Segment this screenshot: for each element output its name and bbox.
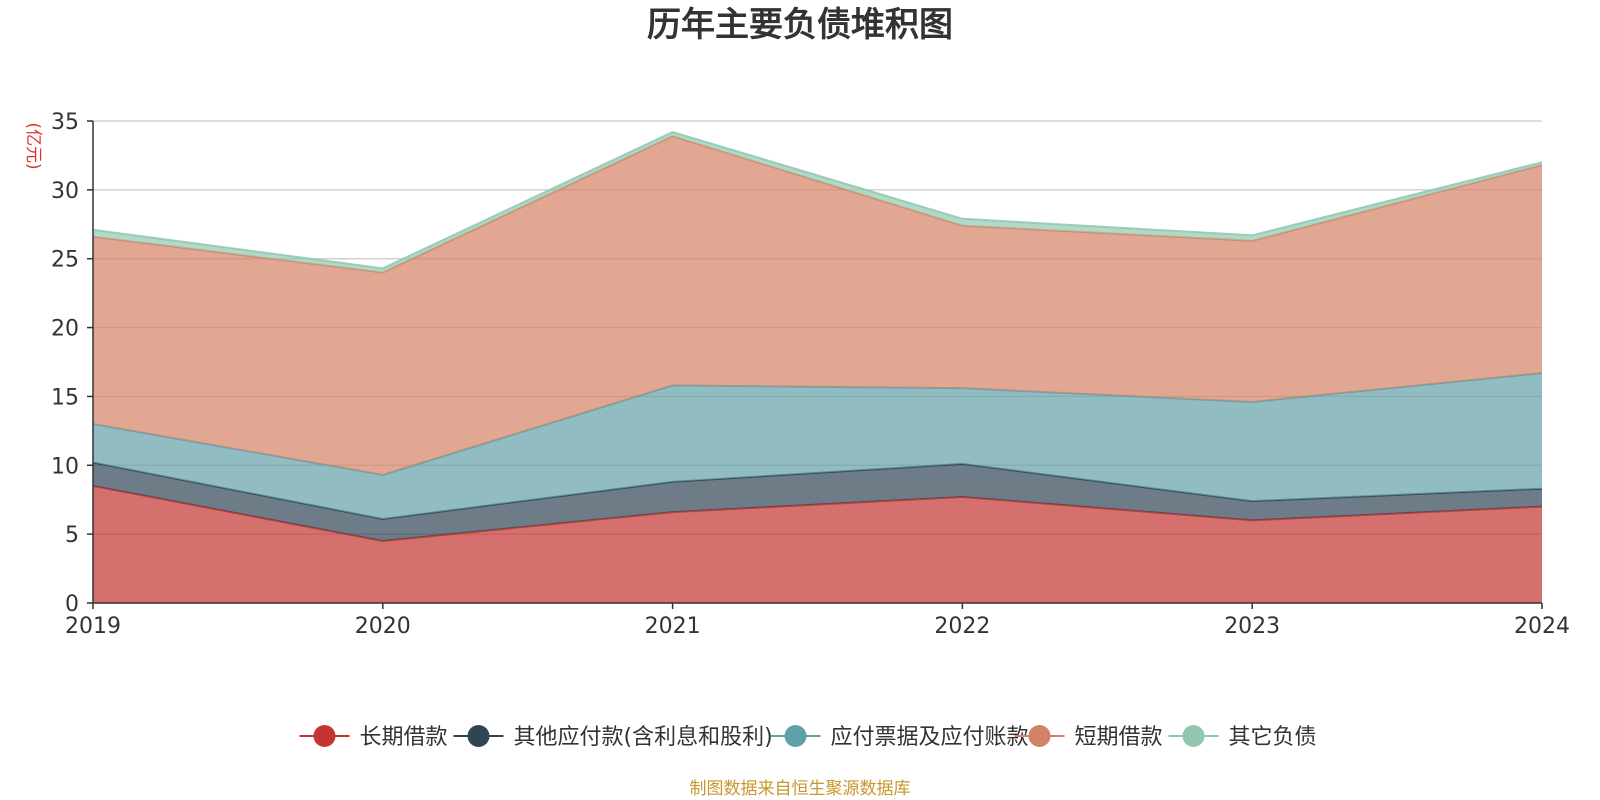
x-tick-label: 2019: [65, 614, 121, 639]
y-tick-label: 30: [51, 179, 79, 204]
legend-label: 其它负债: [1229, 725, 1317, 750]
legend-circle-icon: [313, 725, 336, 747]
x-tick-label: 2021: [645, 614, 701, 639]
legend-label: 应付票据及应付账款: [831, 725, 1029, 750]
x-tick-label: 2022: [934, 614, 990, 639]
legend-circle-icon: [784, 725, 807, 747]
legend-item-5[interactable]: 其它负债: [1168, 725, 1317, 750]
x-tick-label: 2024: [1514, 614, 1570, 639]
y-tick-label: 25: [51, 248, 79, 273]
y-tick-label: 10: [51, 454, 79, 479]
y-tick-label: 5: [65, 523, 79, 548]
x-tick-label: 2020: [355, 614, 411, 639]
series-line-5: [92, 130, 1543, 270]
legend-item-2[interactable]: 其他应付款(含利息和股利): [453, 725, 773, 750]
legend-label: 其他应付款(含利息和股利): [514, 725, 773, 750]
legend-item-4[interactable]: 短期借款: [1014, 725, 1163, 750]
y-tick-label: 35: [51, 110, 79, 135]
area-series-2: [93, 462, 1542, 542]
legend-circle-icon: [1182, 725, 1205, 747]
legend-label: 短期借款: [1075, 725, 1163, 750]
legend: 长期借款 其他应付款(含利息和股利) 应付票据及应付账款 短期借款 其它负债: [299, 725, 1317, 750]
area-series-4: [93, 136, 1542, 475]
area-series-5: [93, 132, 1542, 273]
area-series-layer: [92, 130, 1543, 603]
legend-item-1[interactable]: 长期借款: [299, 725, 448, 750]
source-note: 制图数据来自恒生聚源数据库: [689, 779, 911, 799]
legend-label: 长期借款: [360, 725, 448, 750]
x-tick-label: 2023: [1224, 614, 1280, 639]
area-series-3: [93, 373, 1542, 519]
chart-title: 历年主要负债堆积图: [647, 5, 953, 45]
legend-circle-icon: [1028, 725, 1051, 747]
y-tick-label: 0: [65, 592, 79, 617]
legend-circle-icon: [467, 725, 490, 747]
y-axis-unit-label: (亿元): [23, 122, 43, 169]
legend-item-3[interactable]: 应付票据及应付账款: [770, 725, 1029, 750]
y-tick-label: 15: [51, 385, 79, 410]
y-tick-label: 20: [51, 317, 79, 342]
axes: 0 5 10 15 20 25 30 35 2019 2020 2021 2022 2023 2024 (亿…: [23, 110, 1570, 639]
